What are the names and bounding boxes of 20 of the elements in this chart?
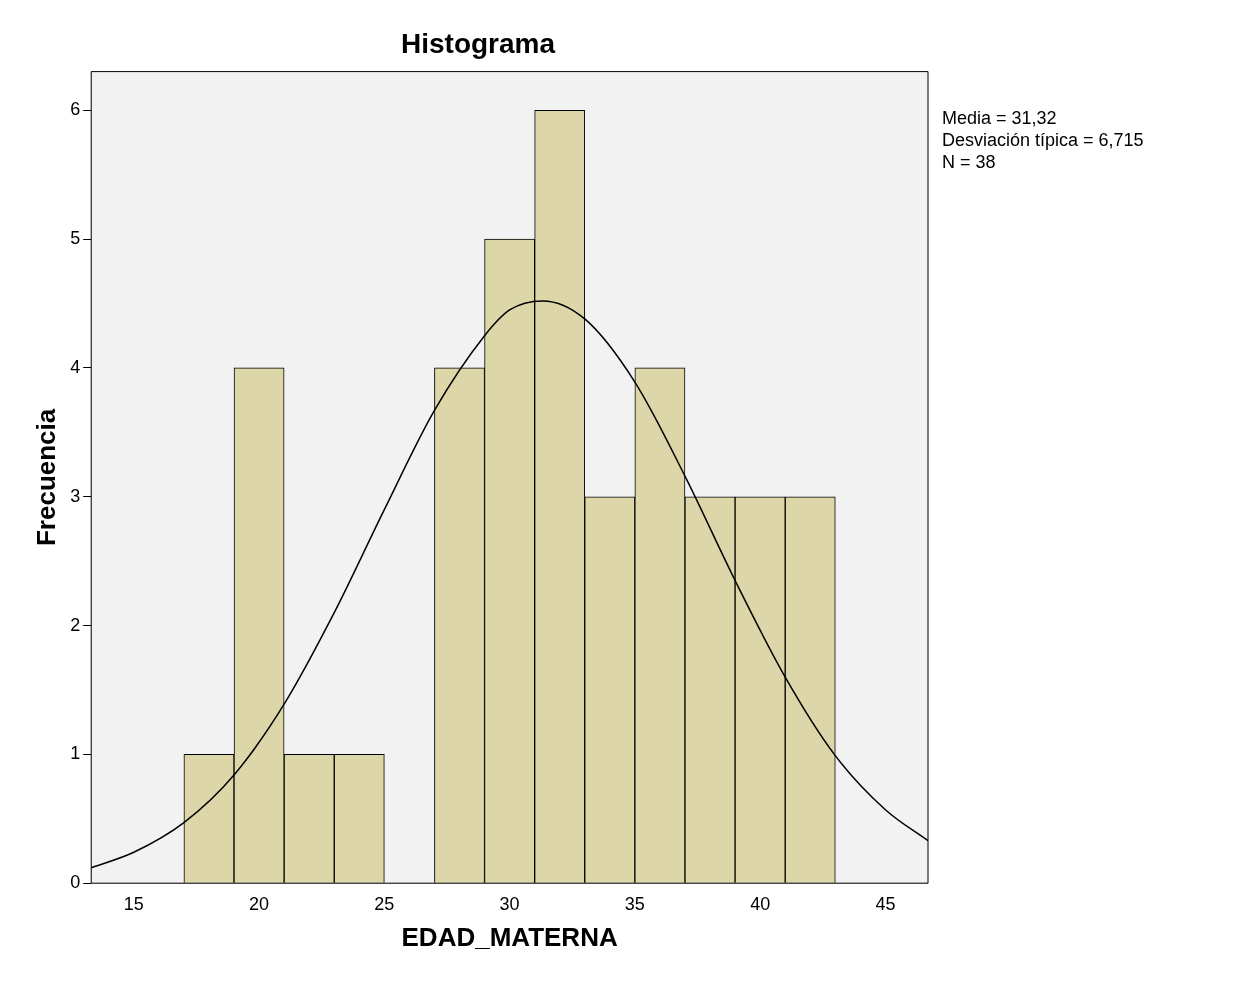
text: Desviación típica = 6,715 — [942, 129, 1144, 150]
x-tick-label: 20 — [249, 893, 270, 914]
x-tick-label: 25 — [374, 893, 395, 914]
y-tick-label: 4 — [70, 356, 81, 377]
y-tick-label: 2 — [70, 614, 81, 635]
x-tick-label: 40 — [750, 893, 771, 914]
x-tick-label: 30 — [499, 893, 520, 914]
x-tick-label: 35 — [624, 893, 645, 914]
y-axis-title: Frecuencia — [30, 408, 61, 547]
chart-title: Histograma — [400, 27, 556, 59]
y-tick-label: 3 — [70, 485, 81, 506]
y-tick-label: 6 — [70, 99, 81, 120]
x-tick-label: 45 — [875, 893, 896, 914]
y-tick-label: 1 — [70, 743, 81, 764]
x-tick-label: 15 — [123, 893, 144, 914]
text: Media = 31,32 — [942, 107, 1057, 128]
text: N = 38 — [942, 151, 996, 172]
y-tick-label: 0 — [70, 872, 81, 893]
x-axis-title: EDAD_MATERNA — [401, 921, 618, 952]
y-tick-label: 5 — [70, 228, 81, 249]
